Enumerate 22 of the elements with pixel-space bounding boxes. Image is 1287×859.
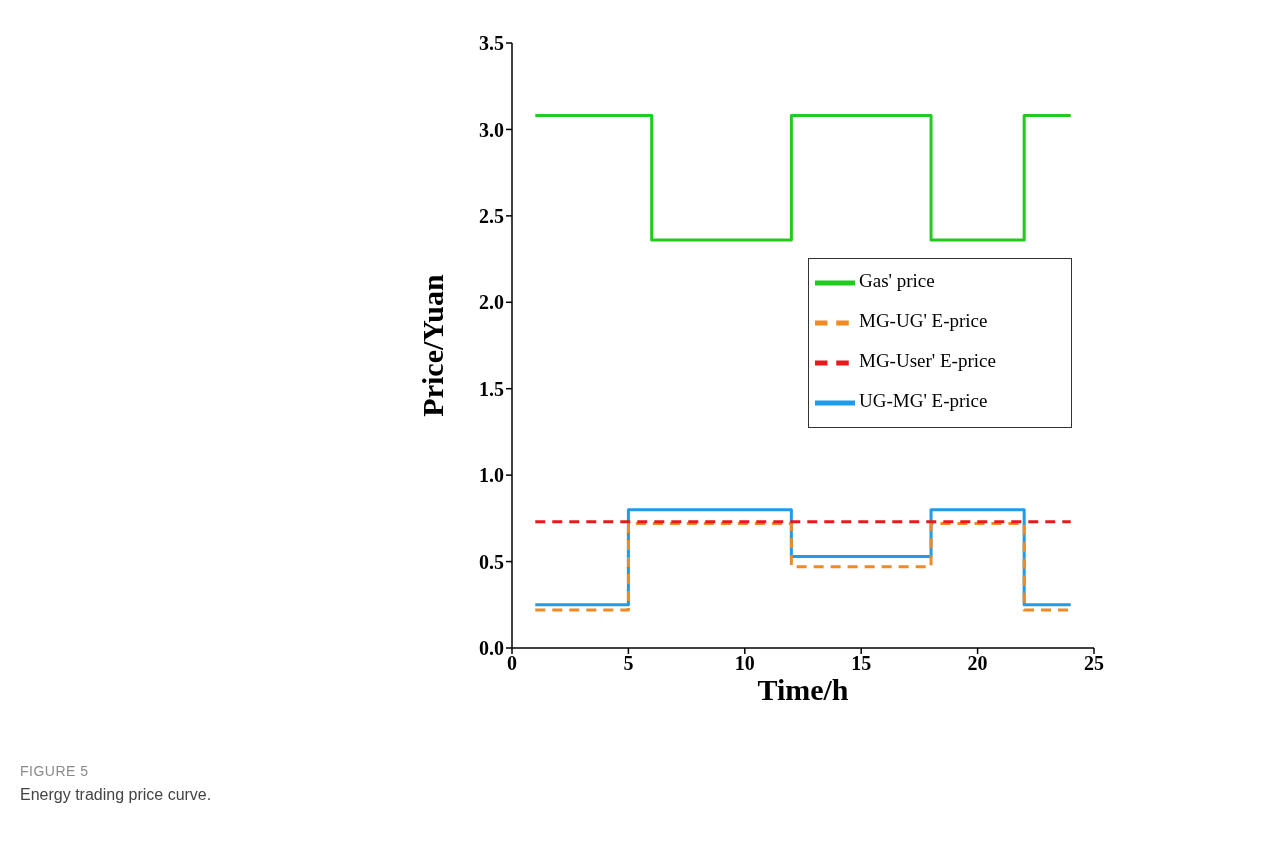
- y-tick-label: 0.0: [479, 637, 504, 660]
- x-tick-label: 15: [851, 652, 872, 675]
- text: Energy trading price curve.: [20, 786, 212, 804]
- x-tick-label: 0: [507, 652, 517, 675]
- y-tick-label: 1.5: [479, 377, 504, 400]
- y-tick-label: 3.0: [479, 118, 504, 141]
- x-tick-label: 5: [623, 652, 634, 675]
- y-tick-label: 0.5: [479, 550, 504, 573]
- y-tick-label: 2.0: [479, 291, 504, 314]
- x-axis-title: Time/h: [757, 673, 849, 706]
- y-axis-title: Price/Yuan: [415, 274, 449, 417]
- legend-label: Gas' price: [859, 270, 935, 292]
- legend-label: MG-User' E-price: [859, 350, 996, 372]
- x-tick-label: 20: [967, 652, 988, 675]
- caption: FIGURE 5: [20, 763, 89, 779]
- y-tick-label: 1.0: [479, 464, 504, 487]
- y-tick-label: 2.5: [479, 204, 504, 227]
- legend-label: MG-UG' E-price: [859, 310, 988, 332]
- x-tick-label: 25: [1084, 652, 1104, 675]
- y-tick-label: 3.5: [479, 32, 504, 55]
- x-tick-label: 10: [734, 652, 755, 675]
- legend-label: UG-MG' E-price: [859, 390, 988, 412]
